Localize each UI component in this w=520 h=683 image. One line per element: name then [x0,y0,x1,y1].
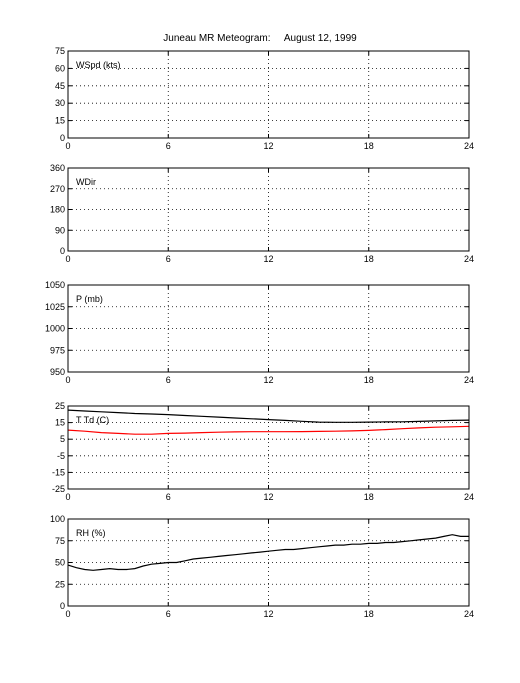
x-tick-label: 24 [464,254,474,264]
x-tick-label: 0 [65,141,70,151]
y-tick-label: 90 [55,225,65,235]
x-tick-label: 12 [263,254,273,264]
series-line-3-0 [67,409,470,423]
y-tick-label: 25 [55,579,65,589]
chart-title: Juneau MR Meteogram: August 12, 1999 [163,33,357,44]
plot-frame [67,50,470,139]
y-tick-label: 180 [50,205,65,215]
series-line-3-1 [67,425,470,435]
y-tick-label: 360 [50,163,65,173]
x-tick-label: 18 [364,141,374,151]
x-tick-label: 24 [464,609,474,619]
y-tick-label: -15 [52,467,65,477]
x-tick-label: 0 [65,492,70,502]
x-tick-label: 18 [364,254,374,264]
x-tick-label: 24 [464,492,474,502]
y-tick-label: 45 [55,81,65,91]
y-tick-label: 0 [60,133,65,143]
y-tick-label: 75 [55,46,65,56]
y-tick-label: 950 [50,367,65,377]
y-tick-label: 0 [60,246,65,256]
x-tick-label: 18 [364,492,374,502]
y-tick-label: 15 [55,418,65,428]
y-axis-label: WDir [76,177,96,187]
y-tick-label: -5 [57,451,65,461]
y-tick-label: 270 [50,184,65,194]
y-tick-label: -25 [52,484,65,494]
y-tick-label: 60 [55,63,65,73]
x-tick-label: 6 [166,141,171,151]
x-tick-label: 6 [166,609,171,619]
y-axis-label: WSpd (kts) [76,60,121,70]
y-tick-label: 1025 [45,302,65,312]
y-tick-label: 15 [55,116,65,126]
x-tick-label: 12 [263,375,273,385]
y-axis-label: RH (%) [76,528,106,538]
y-tick-label: 75 [55,536,65,546]
y-tick-label: 5 [60,434,65,444]
x-tick-label: 18 [364,375,374,385]
x-tick-label: 6 [166,492,171,502]
y-tick-label: 1050 [45,280,65,290]
x-tick-label: 12 [263,609,273,619]
x-tick-label: 18 [364,609,374,619]
y-tick-label: 25 [55,401,65,411]
x-tick-label: 6 [166,375,171,385]
y-tick-label: 1000 [45,324,65,334]
x-tick-label: 24 [464,375,474,385]
y-axis-label: P (mb) [76,294,103,304]
y-tick-label: 30 [55,98,65,108]
y-axis-label: T Td (C) [76,415,109,425]
x-tick-label: 0 [65,254,70,264]
x-tick-label: 0 [65,375,70,385]
x-tick-label: 6 [166,254,171,264]
y-tick-label: 50 [55,558,65,568]
y-tick-label: 100 [50,514,65,524]
x-tick-label: 0 [65,609,70,619]
x-tick-label: 24 [464,141,474,151]
series-line-4-0 [67,534,469,571]
x-tick-label: 12 [263,141,273,151]
x-tick-label: 12 [263,492,273,502]
y-tick-label: 975 [50,345,65,355]
y-tick-label: 0 [60,601,65,611]
